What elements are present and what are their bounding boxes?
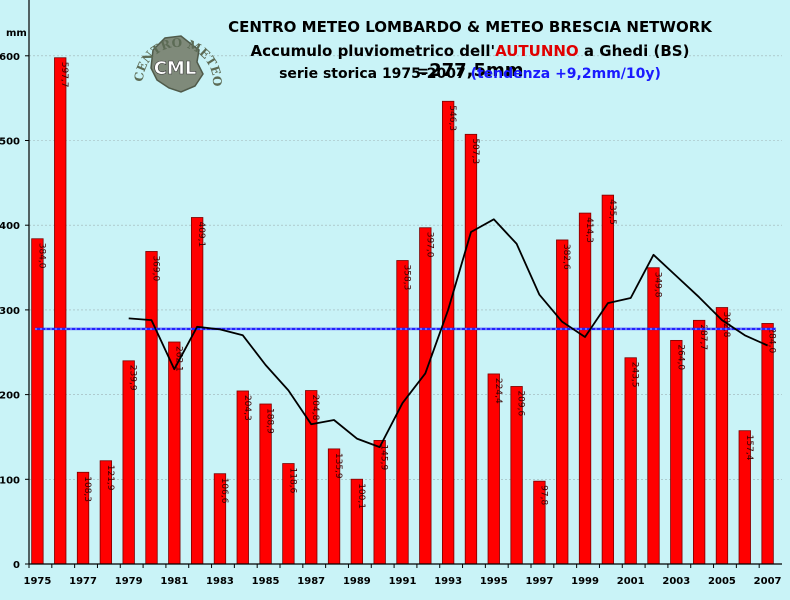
- bar-value-label: 204,3: [242, 395, 252, 421]
- bar-value-label: 384,0: [36, 243, 46, 269]
- bar-value-label: 135,9: [333, 453, 343, 479]
- bar-value-label: 409,1: [196, 221, 206, 247]
- x-tick-label: 1983: [206, 576, 234, 587]
- y-tick-label: 200: [0, 391, 20, 402]
- logo-center-text: CML: [154, 58, 197, 79]
- bar-value-label: 284,0: [767, 327, 777, 353]
- bar-value-label: 287,7: [698, 324, 708, 350]
- bar-value-label: 264,0: [675, 344, 685, 370]
- title-part: Accumulo pluviometrico dell': [250, 42, 496, 60]
- bar-value-label: 349,8: [653, 272, 663, 298]
- x-tick-label: 1989: [343, 576, 371, 587]
- cml-logo: CENTRO METEO LOMBARDO CML: [118, 0, 225, 120]
- total-value: 277,5mm: [429, 60, 524, 81]
- chart-title-line1: CENTRO METEO LOMBARDO & METEO BRESCIA NE…: [228, 18, 712, 36]
- bar-value-label: 97,8: [538, 485, 548, 505]
- bar: [761, 323, 774, 565]
- y-tick-label: 600: [0, 52, 20, 63]
- bar-value-label: 106,6: [219, 478, 229, 504]
- bar: [190, 217, 204, 565]
- y-tick-label: 0: [13, 560, 20, 571]
- bar-value-label: 435,5: [607, 199, 617, 225]
- y-tick-label: 100: [0, 475, 20, 486]
- bar: [715, 307, 729, 565]
- trend-text: (tendenza +9,2mm/10y): [470, 66, 661, 82]
- bar-value-label: 507,3: [470, 138, 480, 164]
- bar: [145, 251, 158, 565]
- value-labels: 384,0 597,7 108,3 121,9 239,9 369,0 262,1 409,1…: [36, 62, 776, 509]
- bars: [31, 57, 774, 565]
- bar-value-label: 414,3: [584, 217, 594, 243]
- x-tick-label: 2005: [708, 576, 736, 587]
- bar-value-label: 239,9: [128, 365, 138, 391]
- bar: [647, 267, 660, 565]
- bar: [601, 194, 615, 565]
- y-axis-unit-label: mm: [6, 28, 27, 39]
- bar: [419, 227, 432, 565]
- x-tick-label: 1977: [69, 576, 97, 587]
- x-tick-label: 1985: [252, 576, 280, 587]
- x-tick-label: 1981: [160, 576, 188, 587]
- bar-value-label: 209,6: [516, 390, 526, 416]
- bar: [670, 339, 683, 565]
- chart-subtitle: serie storica 1975-2007 (tendenza +9,2mm…: [200, 66, 740, 82]
- bar-value-label: 382,6: [561, 244, 571, 270]
- trend-line: [128, 218, 768, 449]
- bar-value-label: 597,7: [59, 62, 69, 88]
- y-tick-label: 500: [0, 137, 20, 148]
- bar: [624, 357, 637, 565]
- chart-title-line2: Accumulo pluviometrico dell'AUTUNNO a Gh…: [200, 42, 740, 81]
- bar-value-label: 204,8: [310, 395, 320, 421]
- bar-value-label: 121,9: [105, 465, 115, 491]
- bar-value-label: 118,6: [287, 468, 297, 494]
- season-highlight: AUTUNNO: [495, 42, 579, 60]
- bar-value-label: 188,9: [265, 408, 275, 434]
- bar-value-label: 358,3: [402, 265, 412, 291]
- x-tick-label: 2001: [617, 576, 645, 587]
- bar: [556, 239, 569, 565]
- x-tick-label: 2007: [754, 576, 782, 587]
- bar-value-label: 369,0: [151, 255, 161, 281]
- y-tick-label: 300: [0, 306, 20, 317]
- x-tick-label: 1979: [115, 576, 143, 587]
- bar: [441, 100, 455, 565]
- bar-value-label: 397,0: [424, 232, 434, 258]
- bar-value-label: 262,1: [173, 346, 183, 372]
- region-map-shape: [150, 35, 204, 93]
- bar-value-label: 224,4: [493, 378, 503, 404]
- x-tick-label: 1995: [480, 576, 508, 587]
- x-tick-label: 1991: [389, 576, 417, 587]
- bar: [464, 133, 478, 565]
- bar-value-label: 108,3: [82, 476, 92, 502]
- bar: [122, 360, 135, 565]
- x-tick-label: 1997: [525, 576, 553, 587]
- bar-value-label: 302,8: [721, 312, 731, 338]
- axes: 0 100 200 300 400 500 600 1975 1977 1979 1981 1983 1…: [0, 0, 782, 587]
- bar-value-label: 157,4: [744, 435, 754, 461]
- y-tick-label: 400: [0, 221, 20, 232]
- title-part: a Ghedi (BS) =: [416, 42, 690, 80]
- lines: [35, 218, 776, 449]
- bar: [692, 319, 706, 565]
- bar-value-label: 243,5: [630, 362, 640, 388]
- bar: [54, 57, 67, 565]
- bar: [31, 238, 44, 565]
- series-range: serie storica 1975-2007: [279, 66, 471, 82]
- x-tick-label: 2003: [662, 576, 690, 587]
- x-tick-label: 1999: [571, 576, 599, 587]
- bar-value-label: 546,3: [447, 105, 457, 131]
- x-tick-label: 1975: [23, 576, 51, 587]
- x-tick-label: 1987: [297, 576, 325, 587]
- bar-value-label: 100,1: [356, 483, 366, 509]
- bar: [168, 341, 181, 565]
- x-tick-label: 1993: [434, 576, 462, 587]
- bar-value-label: 145,9: [379, 444, 389, 470]
- bar: [578, 212, 592, 565]
